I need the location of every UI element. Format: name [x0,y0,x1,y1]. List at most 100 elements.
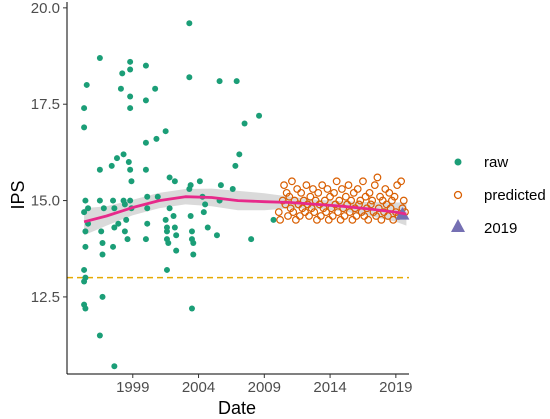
legend-item-2019: 2019 [451,219,517,237]
raw-point [200,209,207,216]
raw-point [123,216,130,223]
x-tick-label: 2014 [313,379,346,396]
raw-point [120,151,127,158]
raw-point [142,236,149,243]
raw-point [142,166,149,173]
legend-item-predicted: predicted [453,187,546,204]
y-tick-label: 15.0 [31,193,60,210]
predicted-point [289,208,298,217]
predicted-point [360,212,369,220]
raw-point [82,243,89,250]
raw-point [248,236,255,243]
predicted-point [399,196,408,205]
raw-point [163,266,170,273]
x-tick-label: 2009 [248,379,281,396]
predicted-point [276,215,284,224]
y-tick-label: 20.0 [31,0,60,17]
raw-point [96,54,103,61]
predicted-point [334,208,342,217]
smooth-fit-line [83,195,407,224]
predicted-point [378,196,387,205]
predicted-point [328,212,337,220]
raw-point [127,58,134,65]
raw-point [113,155,120,162]
raw-point [82,197,89,204]
raw-point [142,62,149,69]
x-tick-label: 2004 [182,379,215,396]
raw-point [85,205,92,212]
predicted-point [285,192,294,201]
predicted-point [377,215,386,224]
raw-point [119,70,126,77]
legend-2019-marker [451,219,465,232]
predicted-point [274,208,283,217]
y-tick-label: 12.5 [31,289,60,306]
raw-point [99,293,106,300]
raw-point [99,251,106,258]
raw-point [144,205,151,212]
predicted-point [293,185,302,193]
predicted-point [382,200,391,209]
predicted-point [288,177,296,186]
raw-point [166,174,173,181]
predicted-point [384,212,392,220]
x-tick-label: 2019 [379,379,412,396]
raw-point [186,74,193,81]
raw-point [127,197,134,204]
predicted-point [349,188,358,197]
raw-point [162,216,169,223]
raw-point [108,162,115,169]
raw-point [171,224,178,231]
legend-predicted-label: predicted [484,187,546,204]
raw-point [121,228,128,235]
predicted-point [326,192,334,201]
predicted-point [314,188,323,197]
raw-point [188,305,195,312]
predicted-point [338,185,346,193]
predicted-point [364,215,373,224]
y-tick-label: 17.5 [31,96,60,113]
predicted-point [356,196,365,205]
legend-raw-label: raw [484,154,508,171]
raw-point [173,232,180,239]
raw-point [127,166,134,173]
predicted-point [353,185,362,193]
raw-point [142,139,149,146]
raw-point [217,182,224,189]
raw-point [204,224,211,231]
raw-point [173,247,180,254]
raw-point [213,232,220,239]
raw-point [96,166,103,173]
raw-point [190,251,197,258]
predicted-point [347,196,356,205]
predicted-point [352,212,361,220]
raw-point [121,201,128,208]
raw-point [115,220,122,227]
legend-item-raw: raw [454,154,508,171]
predicted-point [374,204,383,213]
raw-point [144,220,151,227]
predicted-point [291,215,300,224]
data-points-layer [81,20,410,370]
y-axis-title: IPS [8,180,28,209]
predicted-point [397,177,406,186]
predicted-point [335,196,344,205]
raw-point [110,197,117,204]
predicted-point [366,200,375,209]
predicted-point [368,196,377,205]
raw-point [96,332,103,339]
raw-point [127,93,134,100]
predicted-point [373,173,382,182]
predicted-point [341,192,350,201]
predicted-point [282,188,291,197]
raw-point [233,78,240,85]
predicted-point [385,188,394,197]
predicted-point [324,215,333,224]
predicted-point [280,181,288,190]
predicted-point [302,181,311,190]
predicted-point [372,212,381,220]
raw-point [125,159,132,166]
raw-point [142,97,149,104]
raw-point [202,201,209,208]
raw-point [152,85,159,92]
